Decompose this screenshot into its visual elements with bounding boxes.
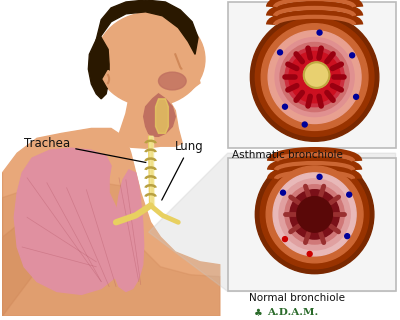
- Circle shape: [260, 160, 369, 269]
- Polygon shape: [2, 173, 82, 316]
- Wedge shape: [103, 70, 113, 88]
- Circle shape: [304, 62, 330, 88]
- Text: A.D.A.M.: A.D.A.M.: [267, 308, 318, 317]
- Circle shape: [282, 104, 288, 109]
- Polygon shape: [14, 148, 126, 294]
- Circle shape: [307, 252, 312, 256]
- Circle shape: [297, 196, 332, 232]
- Circle shape: [350, 53, 355, 58]
- Circle shape: [317, 174, 322, 179]
- Circle shape: [345, 234, 350, 239]
- Polygon shape: [88, 37, 109, 99]
- Circle shape: [290, 190, 339, 239]
- Ellipse shape: [158, 72, 186, 90]
- Polygon shape: [113, 170, 144, 292]
- FancyBboxPatch shape: [228, 158, 396, 292]
- Circle shape: [280, 190, 286, 195]
- Circle shape: [266, 166, 363, 263]
- Ellipse shape: [175, 70, 195, 84]
- Text: ♣: ♣: [254, 308, 263, 318]
- Polygon shape: [149, 136, 154, 207]
- Circle shape: [273, 173, 356, 256]
- Polygon shape: [116, 94, 182, 148]
- Circle shape: [268, 31, 361, 124]
- Circle shape: [278, 50, 282, 55]
- Circle shape: [317, 30, 322, 35]
- Polygon shape: [170, 67, 200, 91]
- Circle shape: [347, 192, 352, 197]
- Polygon shape: [2, 183, 220, 316]
- Polygon shape: [149, 153, 396, 292]
- Circle shape: [261, 24, 368, 131]
- Text: Trachea: Trachea: [24, 137, 146, 163]
- Circle shape: [289, 52, 340, 103]
- Polygon shape: [156, 99, 168, 133]
- Ellipse shape: [96, 12, 205, 106]
- Circle shape: [280, 43, 349, 112]
- Circle shape: [302, 122, 307, 127]
- Circle shape: [275, 37, 354, 116]
- Circle shape: [285, 47, 344, 107]
- Text: Lung: Lung: [162, 140, 204, 200]
- Circle shape: [354, 94, 358, 99]
- Circle shape: [255, 18, 374, 136]
- Text: Normal bronchiole: Normal bronchiole: [250, 293, 346, 303]
- Polygon shape: [150, 136, 154, 207]
- Circle shape: [250, 13, 379, 141]
- Circle shape: [285, 185, 344, 244]
- Circle shape: [255, 155, 374, 274]
- Circle shape: [282, 236, 288, 242]
- Polygon shape: [96, 0, 198, 54]
- Circle shape: [279, 179, 350, 250]
- Polygon shape: [2, 128, 220, 316]
- Polygon shape: [144, 94, 175, 136]
- FancyBboxPatch shape: [228, 2, 396, 148]
- Text: Asthmatic bronchiole: Asthmatic bronchiole: [232, 150, 342, 160]
